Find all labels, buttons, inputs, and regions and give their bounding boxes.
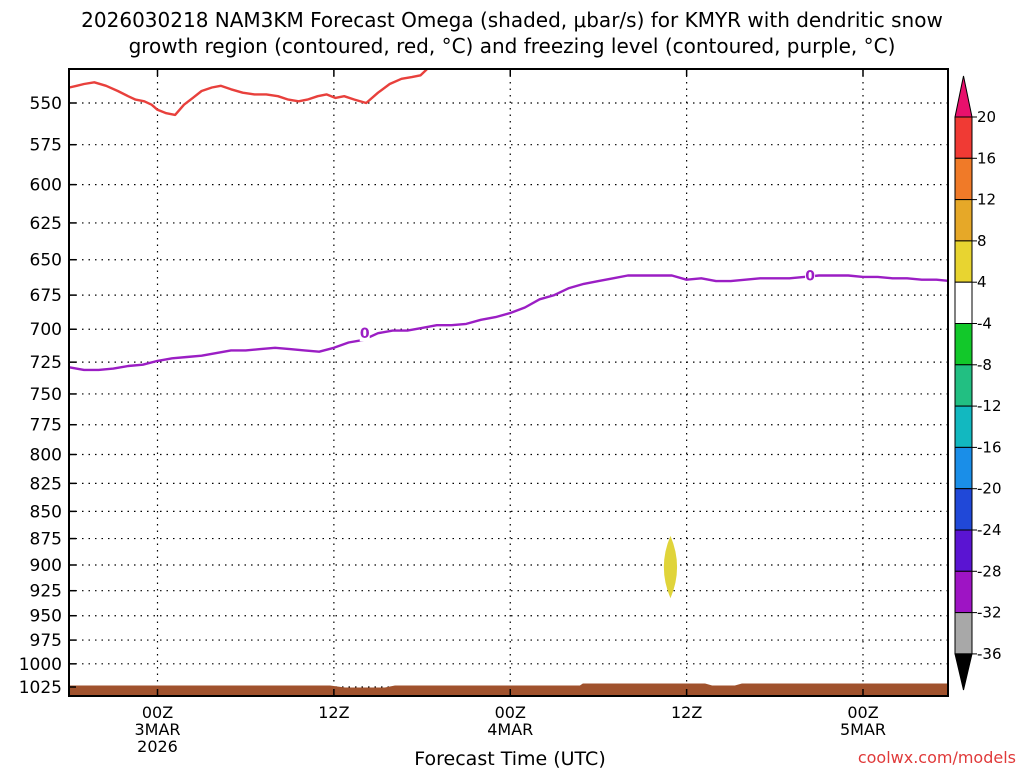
y-tick-label-750: 750 <box>30 385 62 405</box>
y-tick-label-925: 925 <box>30 582 62 602</box>
y-tick-label-850: 850 <box>30 502 62 522</box>
x-axis-label: Forecast Time (UTC) <box>414 748 605 768</box>
contour-line-1 <box>69 274 948 372</box>
contour-labels: 00 <box>359 267 816 342</box>
colorbar-label-13: -36 <box>977 645 1002 663</box>
colorbar-top-arrow <box>954 75 973 118</box>
y-tick-label-825: 825 <box>30 474 62 494</box>
y-tick-label-725: 725 <box>30 353 62 373</box>
colorbar-label-8: -16 <box>977 438 1002 456</box>
y-tick-label-900: 900 <box>30 556 62 576</box>
colorbar-block-9 <box>954 446 973 490</box>
colorbar-block-12 <box>954 570 973 614</box>
y-axis-ticks: 550 575 600 625 650 675 700 725 750 775 800 825 850 8… <box>19 94 76 698</box>
y-tick-label-1025: 1025 <box>19 678 62 698</box>
surface-terrain <box>69 683 948 696</box>
plot-frame <box>68 68 949 697</box>
colorbar-block-8 <box>954 405 973 448</box>
colorbar-block-10 <box>954 488 973 531</box>
x-tick-label-4-0: 00Z <box>847 703 878 722</box>
colorbar-label-2: 12 <box>977 191 996 209</box>
x-tick-label-2-0: 00Z <box>495 703 526 722</box>
chart-title-line-2: growth region (contoured, red, °C) and f… <box>129 34 896 58</box>
plot-background <box>69 69 948 696</box>
colorbar-block-7 <box>954 364 973 407</box>
contour-label-bg-1-1 <box>805 267 816 284</box>
colorbar: 20 16 12 8 4 -4 -8 -12 -16 -20 -24 -28 -32 -36 <box>954 75 1002 691</box>
colorbar-block-5 <box>954 281 973 325</box>
colorbar-block-6 <box>954 323 973 366</box>
colorbar-label-3: 8 <box>977 232 987 250</box>
colorbar-label-12: -32 <box>977 604 1002 622</box>
colorbar-label-1: 16 <box>977 149 996 167</box>
y-tick-label-700: 700 <box>30 320 62 340</box>
y-tick-label-775: 775 <box>30 416 62 436</box>
x-tick-label-0-1: 3MAR <box>134 720 180 739</box>
y-tick-label-950: 950 <box>30 607 62 627</box>
y-tick-label-800: 800 <box>30 446 62 466</box>
y-tick-label-625: 625 <box>30 214 62 234</box>
colorbar-label-11: -28 <box>977 562 1002 580</box>
colorbar-block-2 <box>954 157 973 201</box>
colorbar-label-6: -8 <box>977 356 992 374</box>
y-tick-label-650: 650 <box>30 251 62 271</box>
gridlines <box>69 69 948 696</box>
contour-line-0 <box>69 69 429 117</box>
colorbar-bottom-arrow <box>954 653 973 691</box>
colorbar-block-11 <box>954 529 973 572</box>
colorbar-block-3 <box>954 199 973 242</box>
contour-series <box>69 69 948 372</box>
colorbar-label-5: -4 <box>977 315 992 333</box>
colorbar-label-7: -12 <box>977 397 1002 415</box>
colorbar-block-4 <box>954 240 973 283</box>
y-tick-label-975: 975 <box>30 631 62 651</box>
omega-shading <box>663 535 678 599</box>
surface-terrain-band <box>69 683 948 696</box>
x-tick-label-4-1: 5MAR <box>840 720 886 739</box>
y-tick-label-675: 675 <box>30 286 62 306</box>
credit-text: coolwx.com/models <box>858 748 1016 767</box>
contour-label-1-1: 0 <box>805 268 815 284</box>
y-tick-label-575: 575 <box>30 136 62 156</box>
colorbar-label-4: 4 <box>977 273 987 291</box>
chart-title-line-1: 2026030218 NAM3KM Forecast Omega (shaded… <box>81 8 943 32</box>
contour-label-bg-1-0 <box>359 325 370 342</box>
colorbar-label-10: -24 <box>977 521 1002 539</box>
colorbar-block-1 <box>954 116 973 159</box>
x-tick-label-3-0: 12Z <box>671 703 702 722</box>
colorbar-label-9: -20 <box>977 480 1002 498</box>
y-tick-label-550: 550 <box>30 94 62 114</box>
omega-shaded-region-0 <box>663 535 678 599</box>
x-tick-label-0-0: 00Z <box>142 703 173 722</box>
contour-label-1-0: 0 <box>360 326 370 342</box>
x-tick-label-0-2: 2026 <box>137 737 178 756</box>
y-tick-label-1000: 1000 <box>19 655 62 675</box>
colorbar-block-13 <box>954 612 973 655</box>
x-tick-label-1-0: 12Z <box>318 703 349 722</box>
y-tick-label-875: 875 <box>30 530 62 550</box>
y-tick-label-600: 600 <box>30 176 62 196</box>
colorbar-label-0: 20 <box>977 108 996 126</box>
x-tick-label-2-1: 4MAR <box>487 720 533 739</box>
